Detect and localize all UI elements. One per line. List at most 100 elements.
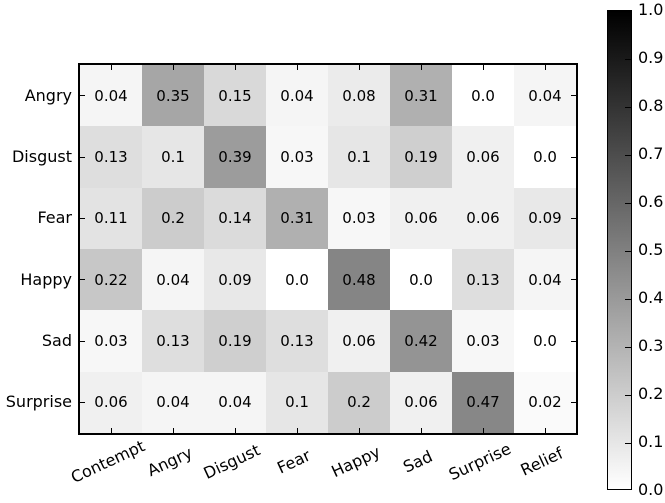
heatmap-cell: 0.03: [452, 310, 514, 372]
x-axis-tick-bottom: [358, 428, 360, 433]
heatmap-cell: 0.35: [142, 65, 204, 127]
heatmap-cell-value: 0.06: [94, 393, 128, 412]
heatmap-cell-value: 0.14: [218, 209, 252, 228]
colorbar-tick-label: 0.5: [638, 240, 664, 259]
x-axis-tick-top: [358, 65, 360, 70]
heatmap-cell: 0.1: [142, 126, 204, 188]
heatmap-cell-value: 0.13: [280, 331, 314, 350]
heatmap-cell-value: 0.15: [218, 86, 252, 105]
heatmap-cell: 0.06: [80, 371, 142, 433]
heatmap-cell: 0.48: [328, 248, 390, 311]
heatmap-cell: 0.11: [80, 187, 142, 249]
heatmap-cell-value: 0.1: [285, 393, 309, 412]
heatmap-cell: 0.06: [452, 187, 514, 249]
colorbar-tick-label: 0.3: [638, 336, 664, 355]
heatmap-cell-value: 0.09: [528, 209, 562, 228]
heatmap-cell: 0.0: [266, 248, 328, 311]
heatmap-cell: 0.06: [328, 310, 390, 372]
y-axis-tick-left: [80, 340, 85, 342]
heatmap-cell-value: 0.04: [156, 393, 190, 412]
heatmap-cell-value: 0.1: [347, 147, 371, 166]
x-axis-tick-bottom: [110, 428, 112, 433]
heatmap-cell-value: 0.0: [285, 270, 309, 289]
x-axis-tick-bottom: [234, 428, 236, 433]
heatmap-plot: 0.04 0.35 0.15 0.04 0.08 0.31 0.0 0.04 0.13 0.1 0.…: [78, 63, 578, 435]
colorbar-tick-label: 0.1: [638, 432, 664, 451]
heatmap-cell: 0.06: [390, 371, 452, 433]
heatmap-cell-value: 0.47: [466, 393, 500, 412]
heatmap-cell-value: 0.03: [94, 331, 128, 350]
heatmap-cell: 0.31: [390, 65, 452, 127]
heatmap-cell-value: 0.04: [528, 270, 562, 289]
heatmap-cell-value: 0.42: [404, 331, 438, 350]
colorbar-tick: [625, 58, 631, 60]
colorbar-gradient: [607, 10, 632, 490]
heatmap-cell: 0.47: [452, 371, 514, 433]
colorbar-tick-label: 0.9: [638, 48, 664, 67]
x-axis-tick-bottom: [296, 428, 298, 433]
heatmap-cell: 0.04: [80, 65, 142, 127]
heatmap-cell-value: 0.0: [409, 270, 433, 289]
y-axis-tick-right: [571, 401, 576, 403]
heatmap-cell: 0.0: [514, 310, 576, 372]
heatmap-cell-value: 0.48: [342, 270, 376, 289]
heatmap-cell: 0.02: [514, 371, 576, 433]
x-axis-tick-bottom: [172, 428, 174, 433]
heatmap-cell-value: 0.35: [156, 86, 190, 105]
x-axis-tick-top: [482, 65, 484, 70]
heatmap-cell: 0.19: [390, 126, 452, 188]
colorbar-tick: [625, 250, 631, 252]
colorbar-tick-label: 0.4: [638, 288, 664, 307]
colorbar-tick-label: 0.8: [638, 96, 664, 115]
heatmap-cell: 0.14: [204, 187, 266, 249]
heatmap-cell-value: 0.06: [342, 331, 376, 350]
y-tick-label: Surprise: [5, 392, 72, 412]
colorbar-tick: [625, 394, 631, 396]
heatmap-cell-value: 0.31: [280, 209, 314, 228]
heatmap-cell: 0.09: [514, 187, 576, 249]
heatmap-cell: 0.31: [266, 187, 328, 249]
y-axis-tick-left: [80, 95, 85, 97]
y-axis-tick-right: [571, 217, 576, 219]
y-axis-tick-right: [571, 279, 576, 281]
heatmap-cell: 0.04: [266, 65, 328, 127]
x-axis-tick-top: [544, 65, 546, 70]
heatmap-cell: 0.03: [266, 126, 328, 188]
heatmap-cell: 0.22: [80, 248, 142, 311]
heatmap-grid: 0.04 0.35 0.15 0.04 0.08 0.31 0.0 0.04 0.13 0.1 0.…: [80, 65, 576, 433]
x-axis-tick-bottom: [544, 428, 546, 433]
heatmap-cell-value: 0.06: [466, 209, 500, 228]
heatmap-cell: 0.04: [142, 248, 204, 311]
heatmap-cell: 0.13: [266, 310, 328, 372]
heatmap-cell-value: 0.39: [218, 147, 252, 166]
colorbar-tick-label: 0.0: [638, 480, 664, 499]
x-axis-tick-top: [172, 65, 174, 70]
colorbar-tick-label: 0.6: [638, 192, 664, 211]
y-tick-label: Disgust: [11, 147, 72, 166]
heatmap-cell: 0.04: [142, 371, 204, 433]
y-axis-tick-left: [80, 156, 85, 158]
heatmap-cell: 0.13: [142, 310, 204, 372]
heatmap-cell-value: 0.22: [94, 270, 128, 289]
y-axis-tick-left: [80, 217, 85, 219]
colorbar-tick: [625, 346, 631, 348]
heatmap-cell: 0.0: [514, 126, 576, 188]
heatmap-cell: 0.06: [390, 187, 452, 249]
x-axis-tick-top: [296, 65, 298, 70]
heatmap-cell: 0.03: [328, 187, 390, 249]
x-axis-tick-bottom: [482, 428, 484, 433]
y-axis-tick-left: [80, 401, 85, 403]
heatmap-cell-value: 0.04: [528, 86, 562, 105]
colorbar-tick: [625, 154, 631, 156]
heatmap-cell-value: 0.04: [94, 86, 128, 105]
heatmap-cell: 0.1: [328, 126, 390, 188]
heatmap-cell: 0.39: [204, 126, 266, 188]
heatmap-cell-value: 0.03: [342, 209, 376, 228]
heatmap-cell-value: 0.2: [347, 393, 371, 412]
heatmap-cell-value: 0.13: [156, 331, 190, 350]
heatmap-cell-value: 0.06: [466, 147, 500, 166]
heatmap-cell-value: 0.03: [466, 331, 500, 350]
heatmap-cell: 0.2: [328, 371, 390, 433]
y-axis-tick-left: [80, 279, 85, 281]
